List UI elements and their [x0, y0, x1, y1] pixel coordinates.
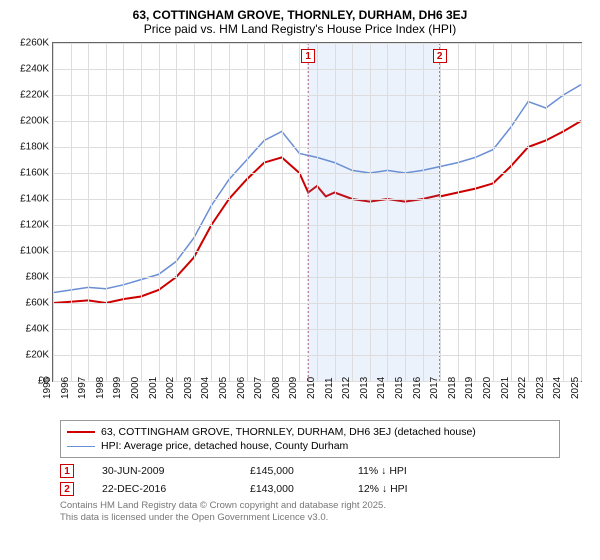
y-axis-label: £80K: [26, 272, 49, 283]
sale-marker-icon: 1: [60, 464, 74, 478]
legend-item: HPI: Average price, detached house, Coun…: [67, 439, 553, 453]
x-axis-label: 2023: [535, 377, 546, 399]
y-axis-label: £240K: [20, 64, 49, 75]
y-axis-label: £140K: [20, 194, 49, 205]
title-subtitle: Price paid vs. HM Land Registry's House …: [10, 22, 590, 36]
x-axis-label: 2015: [394, 377, 405, 399]
y-axis-label: £120K: [20, 220, 49, 231]
sale-price: £143,000: [250, 483, 330, 495]
x-axis-label: 2006: [235, 377, 246, 399]
chart-container: 63, COTTINGHAM GROVE, THORNLEY, DURHAM, …: [0, 0, 600, 560]
x-axis-label: 2024: [552, 377, 563, 399]
x-axis-label: 2011: [324, 377, 335, 399]
x-axis-label: 1998: [95, 377, 106, 399]
y-axis-label: £220K: [20, 90, 49, 101]
x-axis-label: 2005: [218, 377, 229, 399]
sale-date: 30-JUN-2009: [102, 465, 222, 477]
footer-line: Contains HM Land Registry data © Crown c…: [60, 500, 590, 512]
x-axis-label: 2004: [200, 377, 211, 399]
x-axis-label: 2002: [165, 377, 176, 399]
sale-price: £145,000: [250, 465, 330, 477]
x-axis-label: 1996: [59, 377, 70, 399]
sales-table: 1 30-JUN-2009 £145,000 11% ↓ HPI 2 22-DE…: [60, 462, 590, 498]
x-axis-label: 2007: [253, 377, 264, 399]
x-axis-label: 2022: [517, 377, 528, 399]
x-axis-label: 2010: [306, 377, 317, 399]
table-row: 1 30-JUN-2009 £145,000 11% ↓ HPI: [60, 462, 590, 480]
x-axis-label: 2025: [570, 377, 581, 399]
x-axis-label: 2000: [130, 377, 141, 399]
y-axis-label: £200K: [20, 116, 49, 127]
table-row: 2 22-DEC-2016 £143,000 12% ↓ HPI: [60, 480, 590, 498]
footer-attribution: Contains HM Land Registry data © Crown c…: [60, 500, 590, 524]
x-axis-label: 2014: [376, 377, 387, 399]
legend-label: 63, COTTINGHAM GROVE, THORNLEY, DURHAM, …: [101, 426, 476, 438]
chart-box: £0£20K£40K£60K£80K£100K£120K£140K£160K£1…: [52, 42, 582, 412]
sale-marker-icon: 2: [433, 49, 447, 63]
x-axis-label: 2013: [359, 377, 370, 399]
sale-marker-icon: 1: [301, 49, 315, 63]
x-axis-label: 2019: [464, 377, 475, 399]
sale-hpi-diff: 11% ↓ HPI: [358, 465, 458, 477]
x-axis-label: 2021: [499, 377, 510, 399]
y-axis-label: £60K: [26, 298, 49, 309]
x-axis-label: 1999: [112, 377, 123, 399]
x-axis-label: 1995: [42, 377, 53, 399]
x-axis-label: 2001: [147, 377, 158, 399]
legend: 63, COTTINGHAM GROVE, THORNLEY, DURHAM, …: [60, 420, 560, 458]
y-axis-label: £160K: [20, 168, 49, 179]
x-axis-label: 2020: [482, 377, 493, 399]
x-axis-label: 2017: [429, 377, 440, 399]
sale-marker-icon: 2: [60, 482, 74, 496]
y-axis-label: £40K: [26, 324, 49, 335]
sale-date: 22-DEC-2016: [102, 483, 222, 495]
x-axis-label: 1997: [77, 377, 88, 399]
sale-hpi-diff: 12% ↓ HPI: [358, 483, 458, 495]
plot-area: £0£20K£40K£60K£80K£100K£120K£140K£160K£1…: [52, 42, 582, 382]
legend-swatch: [67, 446, 95, 447]
x-axis-label: 2009: [288, 377, 299, 399]
x-axis-label: 2003: [183, 377, 194, 399]
legend-swatch: [67, 431, 95, 433]
legend-label: HPI: Average price, detached house, Coun…: [101, 440, 348, 452]
y-axis-label: £260K: [20, 38, 49, 49]
y-axis-label: £100K: [20, 246, 49, 257]
x-axis-label: 2008: [271, 377, 282, 399]
y-axis-label: £180K: [20, 142, 49, 153]
x-axis-label: 2016: [411, 377, 422, 399]
x-axis-label: 2012: [341, 377, 352, 399]
y-axis-label: £20K: [26, 350, 49, 361]
footer-line: This data is licensed under the Open Gov…: [60, 512, 590, 524]
x-axis-label: 2018: [447, 377, 458, 399]
legend-item: 63, COTTINGHAM GROVE, THORNLEY, DURHAM, …: [67, 425, 553, 439]
title-address: 63, COTTINGHAM GROVE, THORNLEY, DURHAM, …: [10, 8, 590, 22]
